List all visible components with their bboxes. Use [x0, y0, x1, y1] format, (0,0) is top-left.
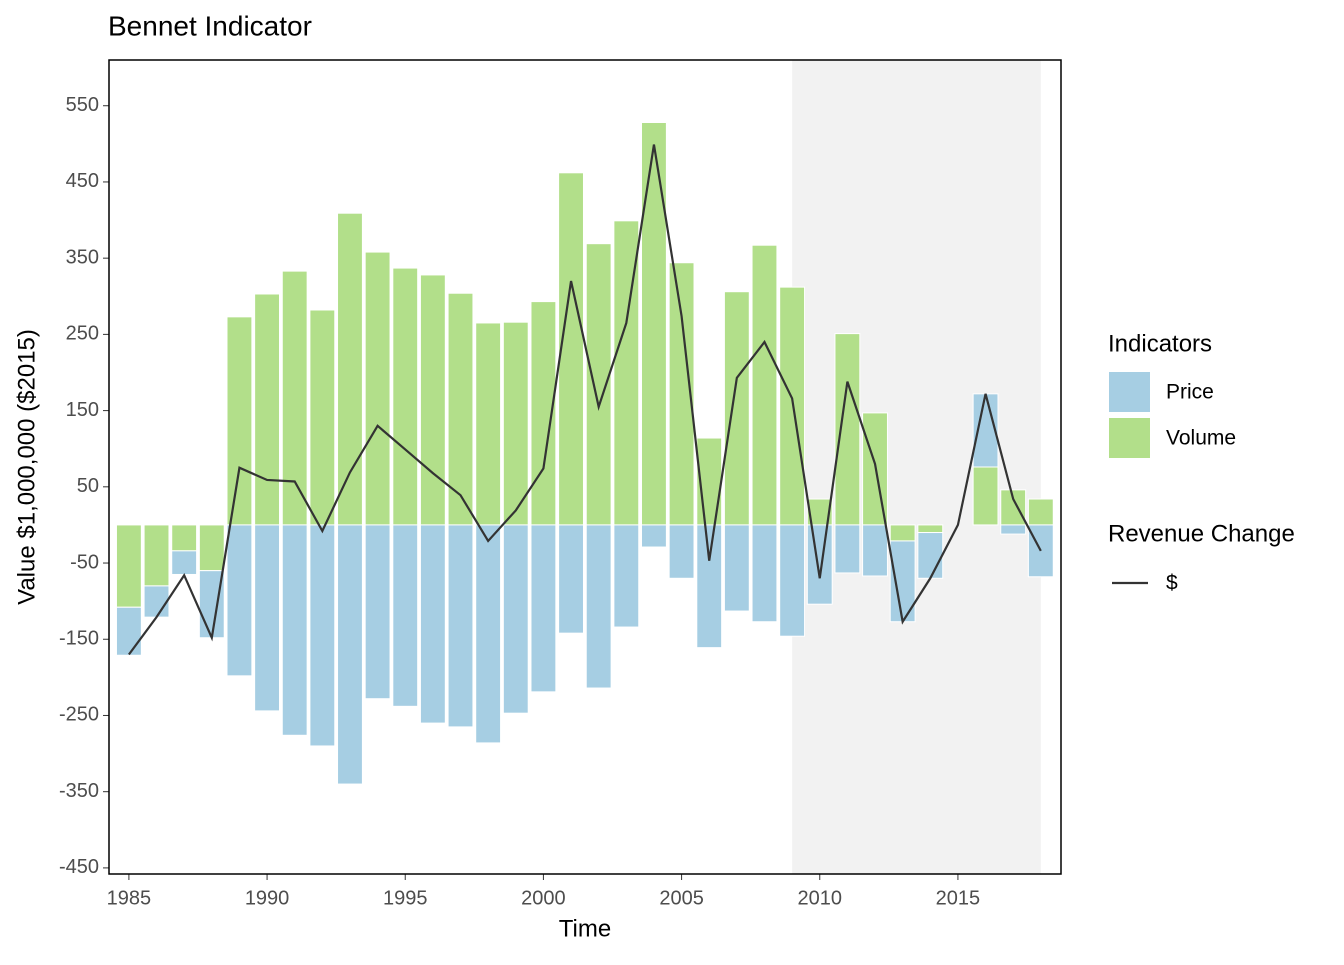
- bar: [198, 524, 225, 572]
- y-tick-label: -250: [59, 704, 99, 726]
- bar: [834, 333, 861, 526]
- bar: [668, 524, 695, 579]
- x-tick-label: 1995: [383, 887, 428, 909]
- bar: [751, 524, 778, 623]
- bar: [1027, 498, 1054, 526]
- bar: [254, 524, 281, 712]
- bar: [309, 524, 336, 747]
- y-tick-label: 450: [66, 170, 99, 192]
- bar: [641, 524, 667, 548]
- bar: [889, 524, 916, 542]
- bar: [530, 524, 557, 693]
- bar: [751, 244, 778, 526]
- bar: [281, 270, 308, 526]
- bar: [392, 267, 419, 526]
- bar: [917, 532, 944, 579]
- x-tick-label: 1990: [245, 887, 290, 909]
- bar: [834, 524, 861, 574]
- bar: [558, 524, 584, 634]
- legend-label: $: [1166, 572, 1178, 595]
- chart-title: Bennet Indicator: [108, 10, 312, 41]
- bar: [143, 585, 170, 618]
- bar: [226, 316, 253, 526]
- x-tick-label: 2010: [798, 887, 843, 909]
- bar: [779, 524, 806, 637]
- bar: [309, 309, 336, 526]
- bar: [337, 212, 363, 526]
- bar: [364, 251, 391, 526]
- bar: [226, 524, 253, 677]
- revenue-line: [128, 144, 1042, 656]
- bar: [171, 550, 198, 575]
- bar: [364, 524, 391, 700]
- y-tick-label: -450: [59, 856, 99, 878]
- x-axis-title: Time: [559, 915, 611, 942]
- bar: [143, 524, 170, 587]
- x-tick-label: 2005: [659, 887, 704, 909]
- bar: [723, 524, 750, 612]
- x-tick-label: 2000: [521, 887, 566, 909]
- bar: [502, 524, 529, 714]
- bar: [281, 524, 308, 736]
- y-tick-label: 50: [77, 475, 99, 497]
- shaded-region: [792, 60, 1041, 874]
- y-tick-label: -150: [59, 628, 99, 650]
- legend-key: [1109, 372, 1150, 412]
- legend-label: Price: [1166, 381, 1214, 404]
- bar: [447, 524, 474, 728]
- bar: [502, 321, 529, 526]
- bar: [806, 524, 833, 605]
- bar: [171, 524, 198, 552]
- bar: [115, 524, 142, 608]
- y-tick-label: 550: [66, 94, 99, 116]
- legend-title: Revenue Change: [1108, 520, 1295, 547]
- legend-key: [1109, 418, 1150, 458]
- bar: [419, 524, 446, 724]
- x-tick-label: 2015: [936, 887, 981, 909]
- y-axis-title: Value $1,000,000 ($2015): [13, 329, 40, 605]
- bar: [254, 293, 281, 526]
- bar: [917, 524, 944, 534]
- bar: [419, 274, 446, 526]
- bar: [115, 606, 142, 656]
- bar: [779, 286, 806, 526]
- bar: [585, 524, 612, 689]
- legend-title: Indicators: [1108, 330, 1212, 357]
- y-tick-label: 150: [66, 399, 99, 421]
- bar: [641, 121, 667, 526]
- bar: [723, 291, 750, 526]
- bar: [337, 524, 363, 785]
- y-tick-label: -350: [59, 780, 99, 802]
- bar: [972, 466, 999, 526]
- y-tick-label: -50: [70, 551, 99, 573]
- bar: [1000, 524, 1027, 535]
- bar: [447, 292, 474, 526]
- bar: [585, 243, 612, 526]
- bar: [696, 524, 723, 649]
- bar: [475, 524, 502, 744]
- x-tick-label: 1985: [107, 887, 152, 909]
- bar: [862, 524, 888, 577]
- y-tick-label: 350: [66, 246, 99, 268]
- bar: [613, 524, 640, 628]
- y-tick-label: 250: [66, 323, 99, 345]
- plot-border: [108, 59, 1062, 875]
- legend-label: Volume: [1166, 427, 1236, 450]
- bar: [475, 322, 502, 526]
- bar: [558, 172, 584, 526]
- bar: [392, 524, 419, 707]
